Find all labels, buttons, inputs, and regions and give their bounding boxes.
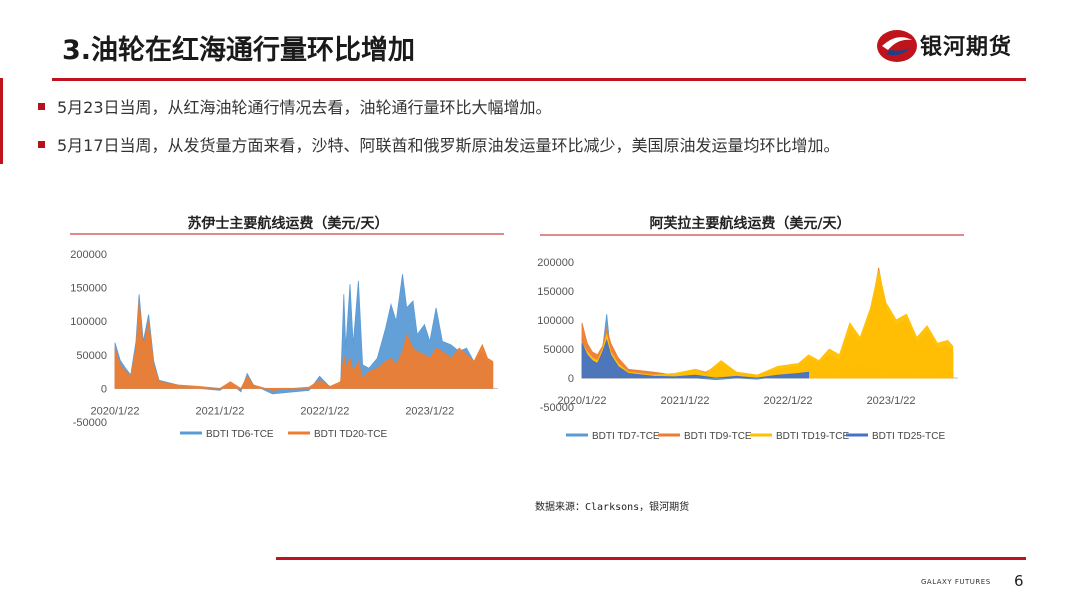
- legend-label: BDTI TD19-TCE: [776, 431, 849, 442]
- x-tick-label: 2023/1/22: [405, 405, 454, 417]
- x-tick-label: 2022/1/22: [300, 405, 349, 417]
- chart-title-aframax: 阿芙拉主要航线运费（美元/天）: [649, 216, 851, 232]
- series-area: [581, 338, 810, 379]
- legend-label: BDTI TD20-TCE: [314, 429, 387, 440]
- x-tick-label: 2022/1/22: [764, 395, 813, 407]
- y-tick-label: 200000: [537, 257, 574, 269]
- header-divider: [52, 78, 1026, 81]
- y-tick-label: 0: [568, 373, 574, 385]
- legend-label: BDTI TD7-TCE: [592, 431, 660, 442]
- footer-brand: GALAXY FUTURES: [921, 578, 991, 586]
- series-area: [114, 300, 494, 391]
- y-tick-label: -50000: [73, 417, 107, 429]
- brand-name: 银河期货: [920, 35, 1013, 60]
- page-number: 6: [1014, 572, 1024, 590]
- y-tick-label: 100000: [537, 315, 574, 327]
- x-tick-label: 2021/1/22: [195, 405, 244, 417]
- bullet-square-icon: [38, 103, 45, 110]
- legend-label: BDTI TD25-TCE: [872, 431, 945, 442]
- x-tick-label: 2020/1/22: [91, 405, 140, 417]
- legend-label: BDTI TD6-TCE: [206, 429, 274, 440]
- x-tick-label: 2023/1/22: [867, 395, 916, 407]
- bullet-item: 5月17日当周，从发货量方面来看，沙特、阿联酋和俄罗斯原油发运量环比减少，美国原…: [38, 132, 840, 156]
- bullet-item: 5月23日当周，从红海油轮通行情况去看，油轮通行量环比大幅增加。: [38, 94, 552, 118]
- chart-title-suez: 苏伊士主要航线运费（美元/天）: [187, 216, 389, 232]
- x-tick-label: 2020/1/22: [558, 395, 607, 407]
- bullet-square-icon: [38, 141, 45, 148]
- y-tick-label: 100000: [70, 316, 107, 328]
- y-tick-label: 0: [101, 383, 107, 395]
- y-tick-label: 150000: [70, 283, 107, 295]
- y-tick-label: 50000: [76, 350, 107, 362]
- legend-label: BDTI TD9-TCE: [684, 431, 752, 442]
- x-tick-label: 2021/1/22: [661, 395, 710, 407]
- data-source-note: 数据来源：Clarksons，银河期货: [535, 502, 690, 513]
- brand-logo-icon: [877, 30, 917, 62]
- footer-divider: [276, 557, 1026, 560]
- page-title: 3.油轮在红海通行量环比增加: [62, 35, 416, 66]
- y-tick-label: 50000: [543, 344, 574, 356]
- left-accent-bar: [0, 78, 3, 164]
- y-tick-label: 200000: [70, 249, 107, 261]
- series-area: [581, 270, 954, 379]
- y-tick-label: 150000: [537, 286, 574, 298]
- y-tick-label: -50000: [540, 402, 574, 414]
